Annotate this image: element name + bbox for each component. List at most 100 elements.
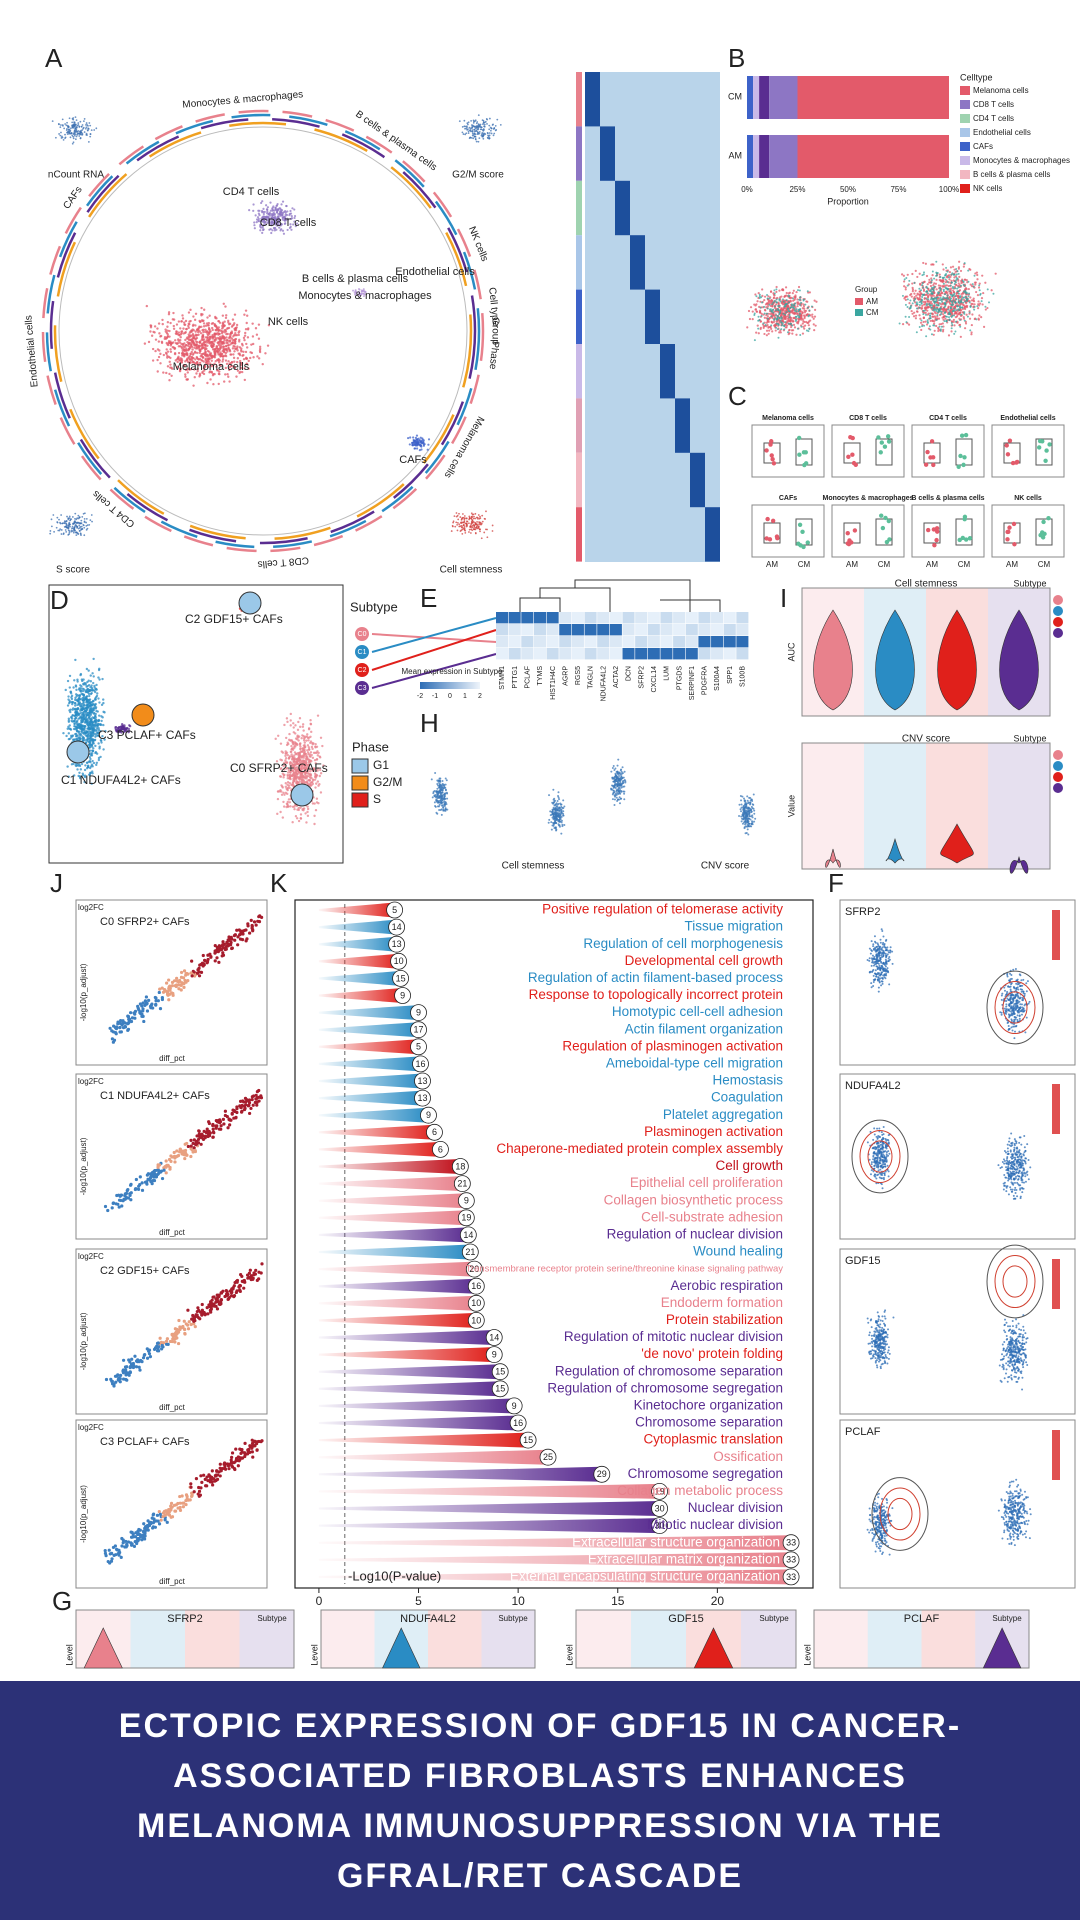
cell-dot	[489, 129, 492, 132]
cell-dot	[362, 288, 365, 291]
sample-dot	[1015, 459, 1020, 465]
cell-dot	[218, 372, 221, 376]
cell-dot	[768, 297, 771, 300]
proportion-segment	[769, 135, 798, 178]
cell-dot	[914, 269, 917, 272]
cell-dot	[918, 326, 921, 329]
cell-dot	[953, 283, 956, 286]
cell-dot	[316, 714, 320, 717]
cell-dot	[212, 344, 215, 348]
cell-dot	[959, 284, 962, 287]
cell-dot	[284, 211, 287, 214]
cell-dot	[964, 300, 967, 303]
cell-dot	[233, 340, 237, 344]
heatmap-block	[660, 344, 675, 399]
cell-dot	[87, 669, 90, 672]
cell-dot	[166, 333, 169, 336]
cell-dot	[185, 347, 188, 350]
cell-dot	[206, 334, 210, 337]
cell-dot	[187, 326, 190, 330]
cell-dot	[55, 526, 58, 529]
cell-dot	[937, 317, 941, 320]
cell-dot	[760, 314, 763, 317]
cell-dot	[276, 202, 279, 206]
cell-dot	[204, 324, 208, 327]
cell-dot	[963, 312, 966, 315]
proportion-segment	[759, 76, 770, 119]
cell-dot	[72, 135, 75, 138]
cell-dot	[780, 321, 783, 324]
cell-dot	[472, 520, 475, 523]
cell-dot	[792, 329, 795, 332]
cell-dot	[95, 127, 98, 130]
cell-dot	[256, 216, 260, 219]
cell-dot	[982, 291, 985, 295]
cell-dot	[199, 355, 203, 358]
cell-dot	[971, 313, 974, 316]
cell-dot	[933, 329, 936, 332]
cell-dot	[477, 523, 479, 526]
cell-dot	[807, 324, 810, 327]
cell-dot	[271, 221, 275, 224]
cell-dot	[779, 309, 782, 312]
cell-dot	[63, 526, 66, 528]
cell-dot	[200, 353, 203, 356]
cell-dot	[94, 702, 97, 706]
cell-dot	[986, 288, 989, 291]
cell-dot	[89, 737, 92, 740]
cell-dot	[966, 315, 969, 318]
cell-dot	[777, 323, 780, 326]
cell-dot	[78, 524, 81, 527]
cell-dot	[240, 342, 244, 346]
cell-dot	[491, 530, 494, 532]
heatmap-side	[576, 507, 582, 562]
cell-dot	[461, 521, 464, 524]
cell-dot	[85, 761, 89, 765]
cell-dot	[94, 744, 97, 748]
cell-dot	[87, 127, 90, 130]
cell-dot	[68, 699, 71, 703]
cell-dot	[251, 322, 254, 325]
cell-dot	[75, 131, 78, 133]
cell-dot	[977, 317, 980, 320]
cell-dot	[62, 532, 65, 535]
cell-dot	[787, 305, 790, 308]
cell-dot	[193, 376, 196, 379]
cell-dot	[210, 326, 214, 330]
cell-dot	[217, 343, 220, 347]
cell-dot	[916, 296, 919, 299]
cell-dot	[932, 300, 935, 303]
cell-dot	[79, 131, 82, 134]
cell-dot	[763, 332, 766, 336]
cell-dot	[194, 338, 197, 341]
cell-dot	[59, 522, 62, 525]
cell-dot	[87, 716, 91, 720]
cell-dot	[463, 515, 466, 517]
cell-dot	[456, 522, 459, 524]
cell-dot	[949, 313, 952, 316]
cell-dot	[267, 324, 271, 327]
cell-dot	[68, 686, 71, 689]
cell-dot	[229, 331, 233, 335]
cell-dot	[182, 327, 185, 330]
cell-dot	[450, 530, 453, 532]
cell-dot	[928, 325, 931, 328]
cell-dot	[208, 328, 211, 331]
cell-dot	[772, 296, 776, 299]
cell-dot	[770, 321, 773, 324]
cell-dot	[238, 359, 242, 363]
cell-dot	[963, 327, 967, 330]
cell-dot	[949, 290, 952, 293]
cell-dot	[464, 127, 466, 130]
cell-dot	[96, 710, 99, 713]
cell-dot	[74, 512, 77, 515]
cell-dot	[482, 123, 484, 126]
cell-dot	[977, 286, 981, 289]
cell-dot	[78, 687, 81, 690]
cell-dot	[223, 324, 226, 327]
cell-dot	[90, 129, 93, 132]
cell-dot	[170, 374, 173, 377]
sample-dot	[846, 541, 852, 547]
cell-dot	[480, 128, 482, 131]
